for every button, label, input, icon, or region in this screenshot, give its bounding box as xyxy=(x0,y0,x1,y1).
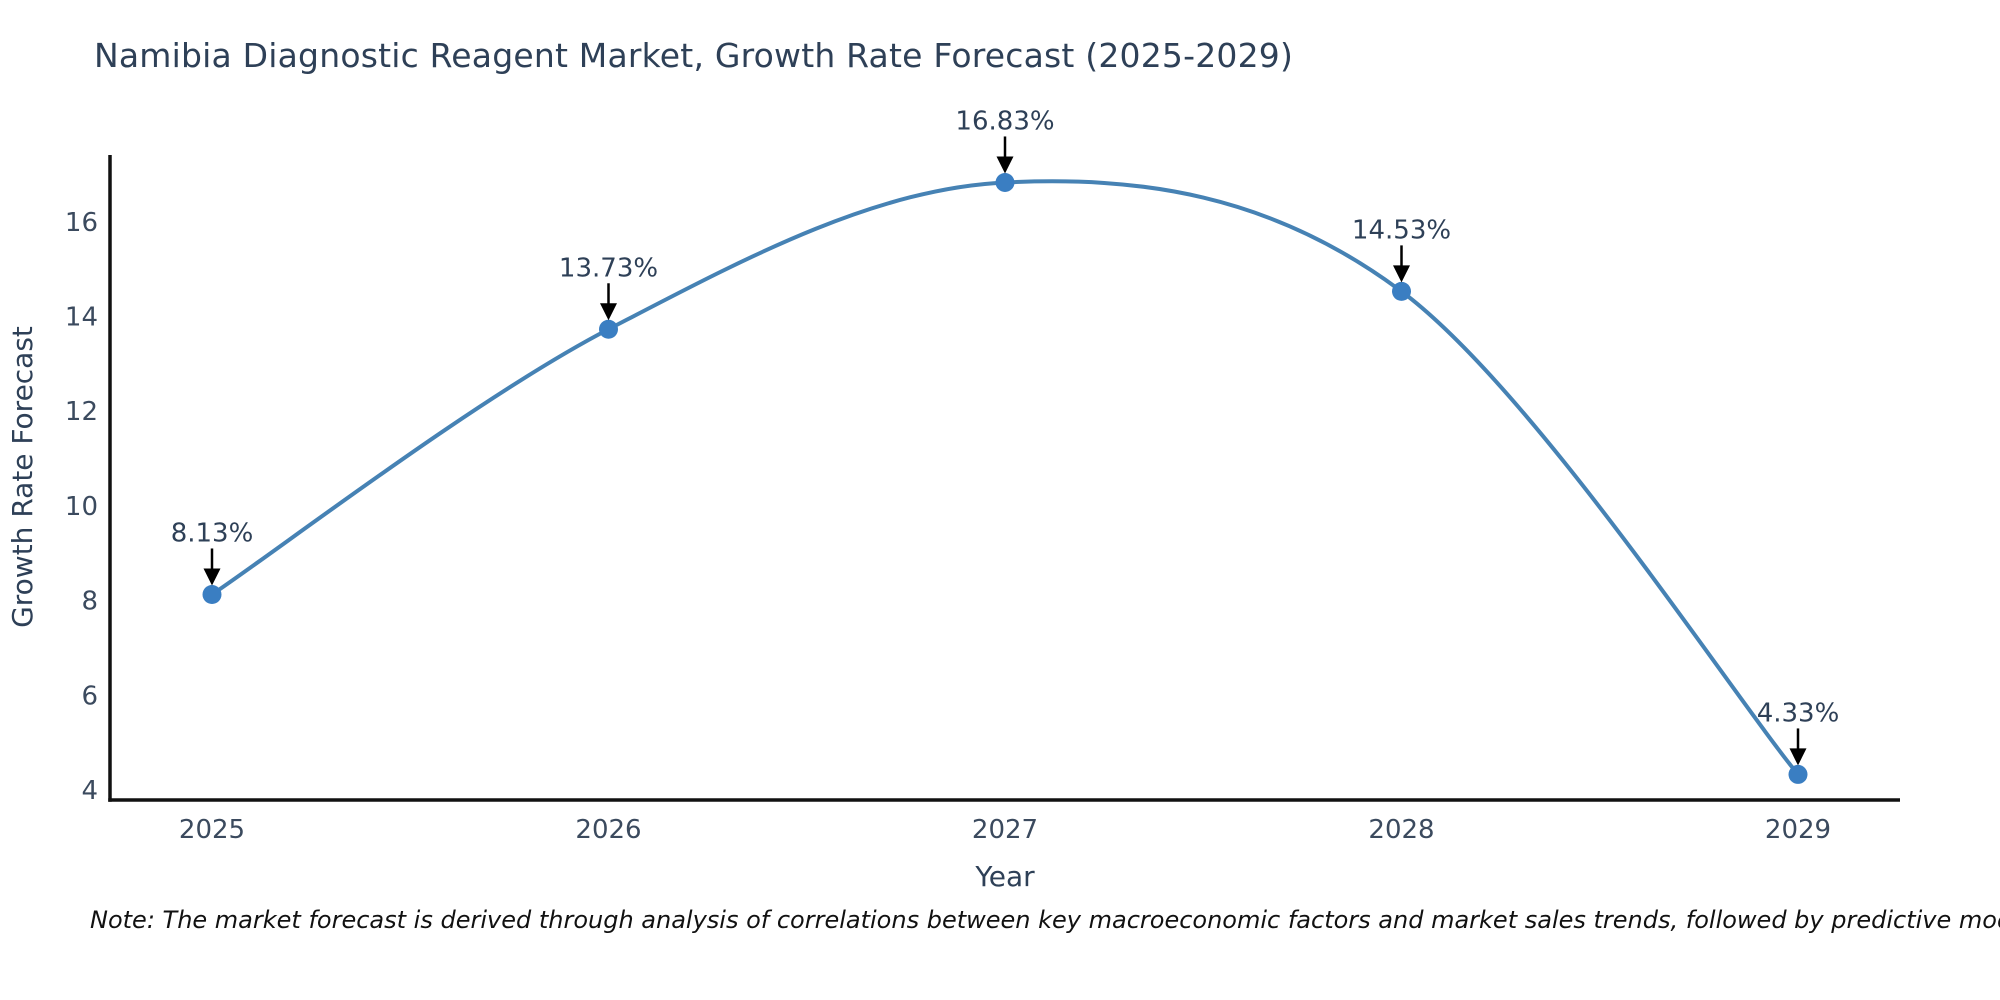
x-axis-title: Year xyxy=(974,860,1035,893)
x-tick-label: 2029 xyxy=(1765,815,1831,845)
y-tick-label: 16 xyxy=(65,208,98,238)
chart-title: Namibia Diagnostic Reagent Market, Growt… xyxy=(94,36,1294,75)
data-point-marker[interactable] xyxy=(202,584,222,604)
annotation-arrowhead-icon xyxy=(1393,265,1410,283)
data-points xyxy=(202,172,1808,784)
annotations: 8.13% 13.73% 16.83% 14.53% 4.33% xyxy=(171,106,1840,766)
footnote: Note: The market forecast is derived thr… xyxy=(90,906,2000,934)
data-point-label: 13.73% xyxy=(559,253,658,283)
y-tick-label: 10 xyxy=(65,492,98,522)
data-point-marker[interactable] xyxy=(1788,764,1808,784)
x-tick-label: 2028 xyxy=(1368,815,1434,845)
data-point-label: 16.83% xyxy=(955,106,1054,136)
data-point-label: 4.33% xyxy=(1757,698,1840,728)
annotation-arrowhead-icon xyxy=(1789,748,1807,766)
y-tick-labels: 4 6 8 10 12 14 16 xyxy=(65,208,98,806)
y-tick-label: 8 xyxy=(81,587,98,617)
y-tick-label: 6 xyxy=(81,681,98,711)
data-point-marker[interactable] xyxy=(995,172,1015,192)
data-point-label: 14.53% xyxy=(1352,215,1451,245)
data-point-label: 8.13% xyxy=(171,518,254,548)
trend-line xyxy=(210,179,1800,777)
x-tick-label: 2025 xyxy=(179,815,245,845)
data-point-marker[interactable] xyxy=(1392,281,1411,301)
y-axis-title: Growth Rate Forecast xyxy=(6,326,39,628)
y-tick-label: 12 xyxy=(65,397,98,427)
data-point-marker[interactable] xyxy=(599,319,618,339)
annotation-arrowhead-icon xyxy=(203,568,221,586)
x-tick-label: 2027 xyxy=(972,815,1038,845)
x-tick-labels: 2025 2026 2027 2028 2029 xyxy=(179,815,1831,845)
y-tick-label: 4 xyxy=(81,776,98,806)
annotation-arrowhead-icon xyxy=(600,303,617,321)
x-tick-label: 2026 xyxy=(575,815,641,845)
annotation-arrowhead-icon xyxy=(996,156,1014,174)
y-tick-label: 14 xyxy=(65,302,98,332)
